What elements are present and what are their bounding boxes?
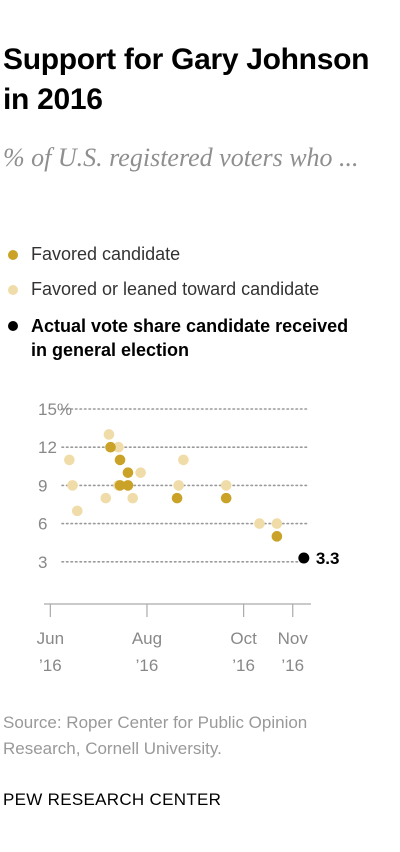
x-tick-label-year: ’16 (232, 656, 255, 675)
point-leaned (271, 518, 283, 529)
brand-label: PEW RESEARCH CENTER (3, 790, 222, 809)
chart-subtitle: % of U.S. registered voters who ... (3, 143, 359, 172)
data-points: 3.3 (64, 429, 339, 568)
point-leaned (220, 480, 232, 491)
point-leaned (100, 492, 112, 504)
legend-swatch-leaned (8, 285, 18, 295)
point-leaned (103, 429, 115, 440)
point-favored (171, 492, 183, 504)
chart-title: Support for Gary Johnson in 2016 (3, 43, 370, 116)
point-leaned (254, 518, 265, 529)
point-leaned (127, 492, 139, 504)
y-tick-label: 6 (38, 515, 47, 534)
x-tick-label-year: ’16 (136, 656, 159, 675)
point-favored (114, 454, 126, 466)
point-leaned (135, 467, 146, 478)
point-favored (122, 467, 134, 478)
legend-item-leaned: Favored or leaned toward candidate (8, 278, 319, 301)
y-tick-label: 15% (38, 400, 72, 419)
legend-swatch-favored (8, 250, 18, 260)
point-actual-vote (298, 552, 310, 564)
scatter-chart: 15% 12 9 6 3 Jun ’16 Aug ’16 Oct ’16 Nov ’16 3.3 (37, 400, 340, 675)
legend-label-leaned: Favored or leaned toward candidate (31, 279, 320, 299)
x-tick-label-month: Aug (132, 629, 162, 648)
point-leaned (67, 480, 78, 491)
grid-lines (61, 408, 309, 563)
x-tick-label-year: ’16 (281, 656, 304, 675)
y-tick-label: 3 (38, 553, 47, 572)
point-leaned (64, 454, 75, 466)
point-leaned (113, 441, 124, 453)
point-leaned (173, 480, 184, 491)
legend-label-favored: Favored candidate (31, 244, 181, 264)
x-axis: Jun ’16 Aug ’16 Oct ’16 Nov ’16 (37, 603, 311, 675)
point-leaned (71, 505, 83, 517)
legend-swatch-actual (8, 321, 18, 331)
x-tick-label-year: ’16 (39, 656, 62, 675)
point-leaned (178, 454, 189, 466)
x-tick-label-month: Jun (37, 629, 64, 648)
legend-item-actual: Actual vote share candidate received in … (8, 314, 351, 362)
x-tick-label-month: Oct (230, 629, 257, 648)
data-label-actual-vote: 3.3 (316, 549, 340, 568)
legend-item-favored: Favored candidate (8, 243, 180, 266)
point-favored (271, 531, 283, 542)
point-favored (114, 480, 126, 491)
point-favored (122, 480, 134, 491)
x-tick-label-month: Nov (278, 629, 309, 648)
source-note: Source: Roper Center for Public Opinion … (3, 713, 308, 758)
y-tick-label: 12 (38, 438, 57, 457)
legend-label-actual: Actual vote share candidate received in … (31, 316, 349, 360)
y-axis-tick-labels: 15% 12 9 6 3 (38, 400, 72, 572)
y-tick-label: 9 (38, 476, 47, 495)
point-favored (220, 492, 232, 504)
point-favored (105, 441, 116, 453)
